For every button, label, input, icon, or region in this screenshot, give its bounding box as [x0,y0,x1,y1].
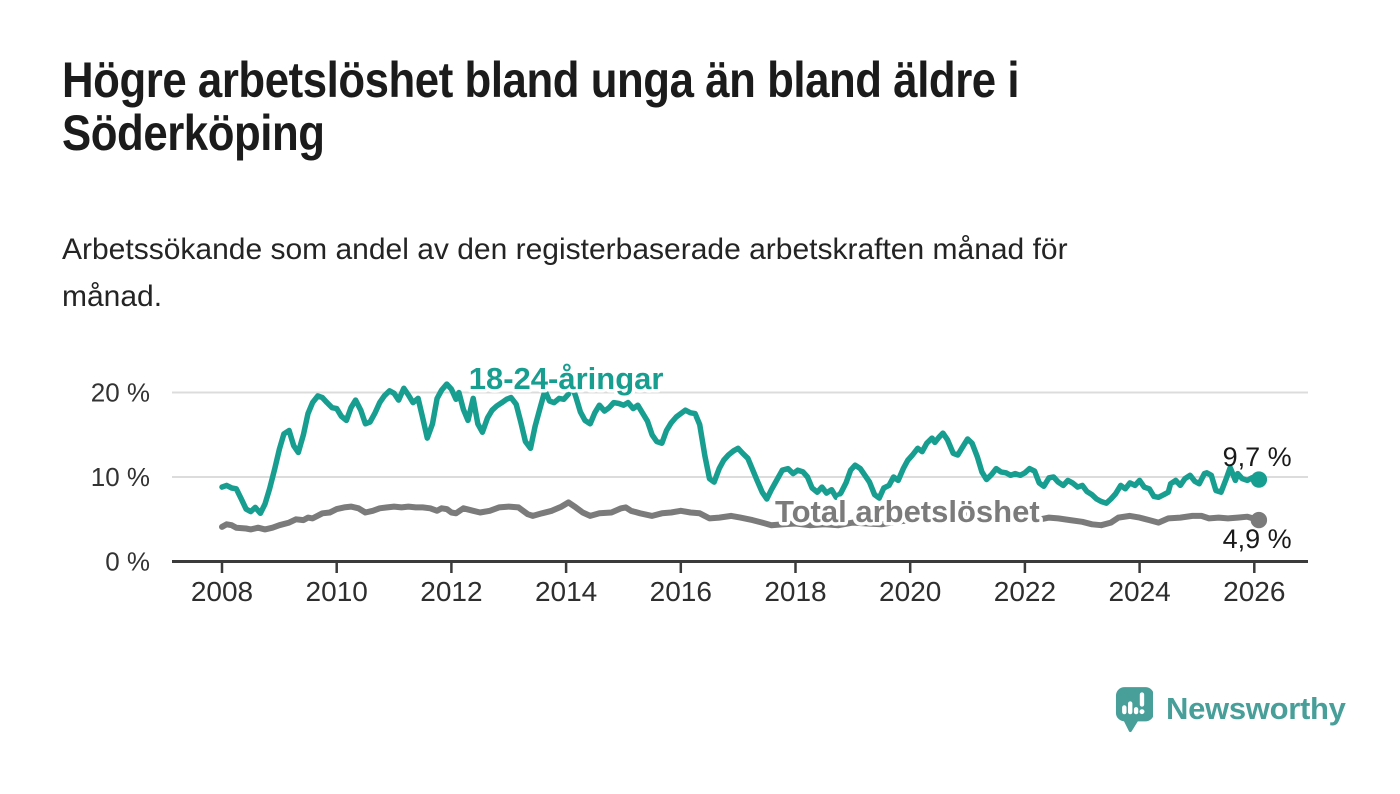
series-label: Total arbetslöshet [775,494,1040,529]
x-axis-tick-label: 2012 [420,576,482,607]
page-title: Högre arbetslöshet bland unga än bland ä… [62,52,1020,161]
y-axis-tick-label: 20 % [91,378,150,408]
series-line [219,379,1262,517]
series-end-dot [1250,511,1268,529]
x-axis-tick-label: 2008 [191,576,253,607]
bar-chart-exclamation-glyph [1122,692,1145,715]
x-axis-tick-label: 2014 [535,576,597,607]
newsworthy-wordmark: Newsworthy [1166,691,1346,726]
x-axis-tick-label: 2016 [650,576,712,607]
newsworthy-bubble-icon [1115,687,1153,733]
x-axis-tick-label: 2024 [1108,576,1170,607]
x-axis-tick-label: 2018 [764,576,826,607]
x-axis-tick-label: 2010 [306,576,368,607]
x-axis-tick-label: 2022 [994,576,1056,607]
page-subtitle: Arbetssökande som andel av den registerb… [62,233,1068,313]
y-axis-tick-label: 10 % [91,462,150,492]
series-label: 18-24-åringar [469,361,664,396]
series-line [219,499,1262,533]
newsworthy-logo: Newsworthy [1115,684,1346,734]
x-axis-tick-label: 2020 [879,576,941,607]
y-axis-tick-label: 0 % [105,547,150,577]
series-end-dot [1250,471,1268,488]
series-end-value-label: 9,7 % [1223,442,1292,472]
series-end-value-label: 4,9 % [1223,524,1292,554]
x-axis-tick-label: 2026 [1223,576,1285,607]
